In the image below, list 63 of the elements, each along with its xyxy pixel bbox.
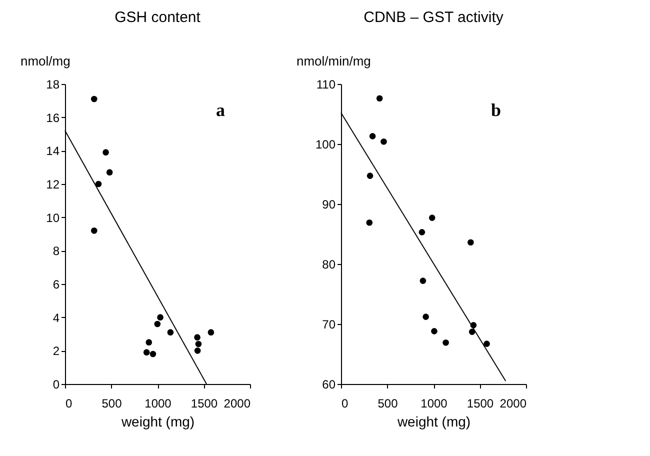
- point: [90, 96, 98, 102]
- annotation: a: [216, 100, 225, 120]
- point: [143, 349, 150, 356]
- y-tick-label: 80: [322, 258, 336, 272]
- x-tick-label: 0: [342, 396, 348, 410]
- y-tick-label: 8: [52, 244, 60, 258]
- y-tick-label: 0: [52, 378, 60, 392]
- y-tick-label: 70: [322, 318, 336, 332]
- chart-title: GSH content: [114, 9, 202, 26]
- x-tick-label: 2000: [500, 396, 527, 410]
- point: [366, 219, 373, 226]
- x-tick-label: 1500: [466, 396, 494, 410]
- point: [146, 339, 152, 346]
- x-tick-label: 1000: [144, 396, 172, 410]
- point: [468, 239, 474, 246]
- y-tick-label: 12: [46, 178, 60, 192]
- y-tick-label: 60: [322, 378, 336, 392]
- y-axis-title: nmol/min/mg: [296, 54, 371, 68]
- y-tick-label: 10: [46, 210, 60, 225]
- point: [442, 339, 449, 346]
- x-tick-label: 500: [378, 396, 398, 410]
- y-tick-label: 2: [52, 344, 60, 358]
- point: [366, 172, 374, 179]
- point: [157, 314, 164, 320]
- point: [90, 228, 98, 234]
- chart-title: CDNB – GST activity: [364, 9, 504, 26]
- x-tick-label: 1000: [420, 396, 448, 410]
- point: [154, 320, 161, 328]
- point: [102, 149, 109, 156]
- point: [150, 350, 156, 358]
- point: [418, 229, 426, 236]
- point: [194, 348, 201, 354]
- y-tick-label: 110: [316, 78, 336, 92]
- x-tick-label: 500: [102, 396, 122, 410]
- point: [195, 340, 202, 348]
- point: [194, 334, 200, 340]
- point: [376, 95, 383, 102]
- point: [484, 340, 490, 347]
- y-tick-label: 16: [46, 110, 60, 125]
- y-axis-title: nmol/mg: [20, 54, 70, 68]
- x-axis-title: weight (mg): [120, 414, 195, 430]
- point: [167, 329, 174, 336]
- y-tick-label: 6: [52, 278, 60, 292]
- y-tick-label: 14: [46, 144, 60, 158]
- point: [380, 138, 387, 145]
- point: [428, 214, 436, 221]
- point: [95, 180, 102, 188]
- point: [431, 328, 438, 334]
- point: [422, 314, 429, 320]
- point: [369, 133, 376, 140]
- point: [208, 329, 214, 336]
- point: [468, 328, 476, 335]
- x-tick-label: 2000: [224, 396, 251, 410]
- y-tick-label: 4: [52, 310, 60, 325]
- y-tick-label: 100: [315, 138, 336, 152]
- x-tick-label: 1500: [190, 396, 218, 410]
- y-tick-label: 90: [322, 198, 336, 212]
- annotation: b: [490, 100, 501, 120]
- point: [106, 169, 113, 176]
- y-tick-label: 18: [46, 78, 60, 92]
- point: [420, 278, 426, 284]
- x-tick-label: 0: [66, 396, 72, 410]
- x-axis-title: weight (mg): [396, 414, 471, 430]
